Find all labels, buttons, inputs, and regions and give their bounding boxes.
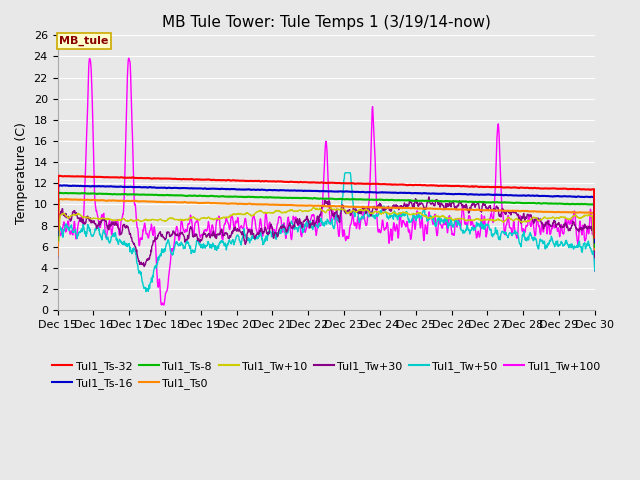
Y-axis label: Temperature (C): Temperature (C) xyxy=(15,122,28,224)
Text: MB_tule: MB_tule xyxy=(60,36,109,46)
Title: MB Tule Tower: Tule Temps 1 (3/19/14-now): MB Tule Tower: Tule Temps 1 (3/19/14-now… xyxy=(162,15,491,30)
Legend: Tul1_Ts-32, Tul1_Ts-16, Tul1_Ts-8, Tul1_Ts0, Tul1_Tw+10, Tul1_Tw+30, Tul1_Tw+50,: Tul1_Ts-32, Tul1_Ts-16, Tul1_Ts-8, Tul1_… xyxy=(48,357,604,393)
